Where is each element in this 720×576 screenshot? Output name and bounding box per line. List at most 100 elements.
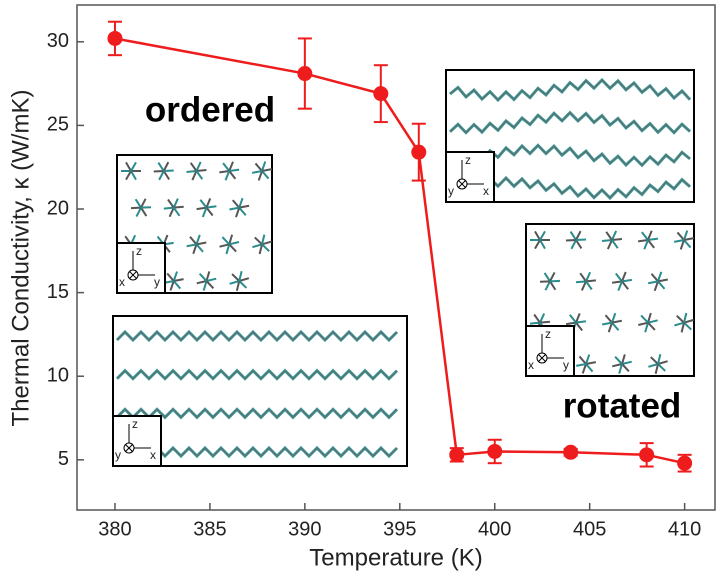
molecule bbox=[261, 234, 266, 245]
molecule bbox=[130, 161, 137, 172]
molecule bbox=[614, 356, 623, 365]
molecule bbox=[683, 318, 694, 324]
molecule-chain bbox=[449, 79, 691, 101]
y-tick-label: 5 bbox=[58, 448, 69, 470]
molecule bbox=[657, 363, 666, 372]
plot-frame bbox=[76, 4, 716, 511]
axis-indicator-label: z bbox=[132, 417, 138, 431]
molecule bbox=[261, 161, 267, 172]
molecule bbox=[650, 356, 659, 365]
molecule bbox=[235, 207, 241, 218]
molecule bbox=[172, 280, 182, 290]
axis-indicator-label: x bbox=[528, 358, 534, 372]
molecule bbox=[539, 320, 551, 324]
molecule bbox=[199, 199, 208, 209]
molecule bbox=[601, 239, 613, 242]
data-point bbox=[639, 447, 655, 463]
molecule bbox=[254, 162, 263, 172]
molecule bbox=[140, 198, 147, 209]
molecule bbox=[585, 363, 594, 373]
molecule bbox=[162, 161, 170, 172]
molecule bbox=[565, 321, 577, 326]
axis-indicator-label: z bbox=[465, 153, 471, 167]
molecule bbox=[251, 170, 263, 174]
molecule bbox=[225, 244, 231, 255]
axis-into-page bbox=[538, 354, 546, 362]
molecule bbox=[674, 321, 685, 327]
annotation: ordered bbox=[145, 90, 275, 129]
y-axis-label: Thermal Conductivity, κ (W/mK) bbox=[7, 90, 34, 427]
molecule bbox=[189, 236, 198, 245]
molecule bbox=[173, 205, 184, 209]
axis-indicator-label: y bbox=[448, 184, 454, 198]
axis-indicator-label: z bbox=[545, 327, 551, 341]
molecule bbox=[673, 239, 685, 243]
x-tick-label: 390 bbox=[288, 518, 321, 540]
inset: z y x bbox=[112, 315, 408, 467]
molecule bbox=[648, 363, 659, 368]
data-point bbox=[677, 455, 693, 471]
molecule bbox=[605, 231, 613, 241]
molecule bbox=[611, 312, 617, 323]
molecule bbox=[647, 319, 658, 324]
axis-into-page bbox=[125, 444, 133, 452]
molecule bbox=[228, 170, 237, 180]
molecule-chain bbox=[449, 111, 691, 134]
molecule bbox=[539, 313, 546, 324]
molecule-chain bbox=[116, 408, 398, 419]
molecule bbox=[219, 170, 230, 174]
molecule bbox=[647, 321, 656, 331]
molecule bbox=[579, 272, 587, 282]
molecule bbox=[168, 207, 175, 218]
molecule bbox=[612, 363, 623, 368]
molecule bbox=[198, 273, 208, 282]
molecule bbox=[173, 278, 184, 282]
x-tick-label: 410 bbox=[668, 518, 701, 540]
molecule bbox=[261, 240, 272, 246]
molecule bbox=[534, 230, 541, 241]
molecule bbox=[581, 363, 587, 374]
y-tick-label: 20 bbox=[47, 197, 69, 219]
molecule bbox=[206, 277, 217, 282]
molecule bbox=[657, 354, 662, 365]
molecule bbox=[638, 321, 649, 326]
axis-indicator-frame bbox=[116, 242, 166, 294]
molecule bbox=[172, 207, 181, 217]
axis-indicator-label: x bbox=[150, 448, 156, 462]
molecule bbox=[254, 236, 263, 246]
molecule bbox=[195, 243, 204, 253]
molecule bbox=[169, 280, 175, 291]
molecule bbox=[570, 239, 577, 250]
molecule bbox=[229, 280, 240, 285]
molecule bbox=[186, 243, 197, 248]
molecule bbox=[189, 162, 198, 172]
molecule bbox=[130, 170, 137, 181]
molecule bbox=[125, 170, 132, 181]
molecule bbox=[222, 162, 231, 172]
molecule bbox=[585, 279, 597, 283]
molecule bbox=[621, 280, 629, 290]
molecule-chain bbox=[116, 447, 398, 457]
molecule bbox=[650, 273, 659, 282]
x-tick-label: 380 bbox=[98, 518, 131, 540]
inset: z x y bbox=[525, 223, 695, 377]
molecule bbox=[258, 244, 263, 255]
molecule bbox=[680, 322, 685, 333]
molecule bbox=[679, 239, 685, 250]
molecule bbox=[607, 322, 613, 333]
molecule bbox=[575, 230, 582, 241]
molecule bbox=[140, 207, 148, 217]
molecule bbox=[202, 280, 208, 291]
axis-into-page bbox=[458, 180, 466, 188]
data-point bbox=[563, 444, 579, 460]
axis-into-page bbox=[127, 269, 139, 281]
molecule bbox=[534, 239, 541, 250]
molecule bbox=[195, 161, 202, 172]
molecule bbox=[611, 238, 623, 241]
molecule bbox=[224, 170, 231, 181]
molecule bbox=[637, 239, 649, 243]
data-point bbox=[449, 447, 465, 463]
molecule bbox=[621, 278, 633, 283]
molecule bbox=[238, 277, 250, 282]
